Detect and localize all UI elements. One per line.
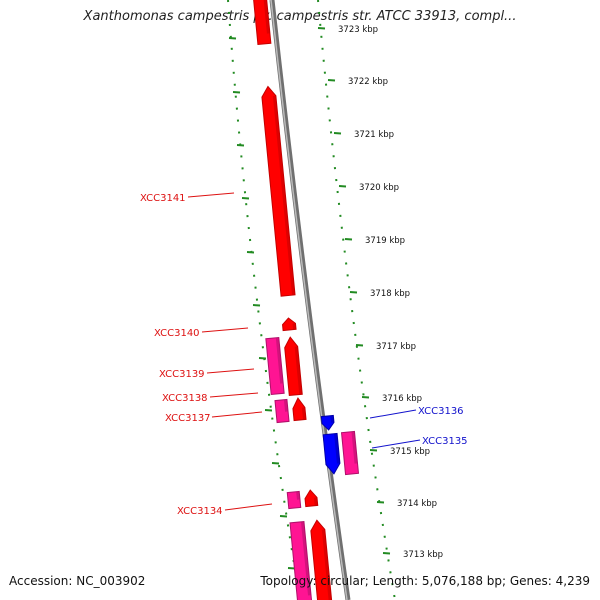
scale-tick-label: 3723 kbp (338, 25, 378, 35)
scale-tick (355, 344, 364, 347)
inner-ring-tick (287, 567, 296, 570)
inner-dotted-ring (227, 0, 301, 600)
cds-bottom-red (310, 519, 333, 600)
cds-xcc3140-shade (292, 323, 297, 330)
inner-ring-tick (279, 515, 288, 518)
inner-ring-tick (258, 357, 267, 360)
cds-xcc3134-pink-shade (296, 491, 300, 500)
inner-ring-tick (246, 251, 255, 254)
gene-leader-line (371, 439, 421, 449)
scale-tick-label: 3716 kbp (382, 394, 422, 404)
inner-ring-tick (241, 197, 250, 200)
cds-xcc3135-pink-shade (351, 431, 358, 464)
inner-ring-tick (228, 37, 237, 40)
scale-tick (333, 132, 342, 135)
cds-xcc3136 (320, 414, 335, 431)
gene-leader-line (209, 392, 259, 398)
gene-leader-line (201, 327, 249, 333)
cds-top-red (252, 0, 272, 46)
gene-label: XCC3134 (177, 506, 223, 517)
cds-xcc3139-pink-shade (275, 337, 284, 384)
gene-leader-line (206, 368, 255, 374)
gene-label: XCC3140 (154, 328, 200, 339)
scale-tick-label: 3721 kbp (354, 130, 394, 140)
scale-tick-label: 3717 kbp (376, 342, 416, 352)
scale-tick (376, 501, 385, 504)
scale-tick-label: 3714 kbp (397, 499, 437, 509)
scale-tick-label: 3720 kbp (359, 183, 399, 193)
gene-label: XCC3139 (159, 369, 205, 380)
inner-ring-tick (236, 144, 245, 147)
cds-xcc3139 (284, 336, 303, 397)
cds-xcc3134-shade (313, 497, 318, 506)
cds-bottom-pink-shade (300, 521, 312, 596)
label-layer: XCC3141 XCC3140 XCC3139 XCC3138 XCC3137 XCC31… (140, 192, 468, 517)
scale-tick (327, 79, 336, 82)
cds-xcc3136-shade (330, 415, 334, 423)
cds-xcc3141 (261, 85, 296, 297)
gene-leader-line (369, 409, 417, 419)
gene-leader-line (211, 411, 263, 418)
cds-xcc3134-pink (286, 490, 302, 510)
inner-ring-tick (232, 91, 241, 94)
cds-xcc3141-shade (272, 95, 296, 296)
backbone-highlight (270, 0, 348, 600)
gene-label: XCC3138 (162, 393, 208, 404)
cds-xcc3140 (282, 317, 297, 332)
map-title: Xanthomonas campestris pv. campestris st… (83, 9, 517, 24)
gene-label: XCC3136 (418, 406, 464, 417)
scale-tick-label: 3715 kbp (390, 447, 430, 457)
cds-xcc3135-shade (334, 433, 340, 464)
scale-tick (382, 552, 391, 555)
gene-label: XCC3137 (165, 413, 211, 424)
dotted-rings: 3723 kbp 3722 kbp 3721 kbp 3720 kbp 3719 kbp… (227, 0, 443, 600)
inner-ring-tick (271, 462, 280, 465)
scale-tick (338, 185, 347, 188)
cds-top-red-shade (263, 0, 270, 34)
gene-label: XCC3141 (140, 193, 186, 204)
outer-dotted-ring (317, 0, 396, 600)
cds-xcc3135-pink (340, 430, 360, 476)
cds-bottom-red-shade (321, 529, 333, 600)
feature-layer (252, 0, 360, 600)
inner-ring-tick (252, 304, 261, 307)
inner-ring-tick (264, 409, 273, 412)
cds-xcc3138 (274, 398, 290, 424)
cds-xcc3138-shade (283, 399, 289, 412)
scale-tick (361, 396, 370, 399)
cds-xcc3139-shade (294, 346, 303, 395)
scale-tick-label: 3722 kbp (348, 77, 388, 87)
cds-xcc3135 (322, 432, 341, 475)
scale-tick-label: 3713 kbp (403, 550, 443, 560)
backbone-layer (269, 0, 351, 600)
scale-tick (349, 291, 358, 294)
accession-label: Accession: NC_003902 (9, 574, 146, 588)
cds-bottom-pink (289, 520, 313, 600)
scale-tick-label: 3718 kbp (370, 289, 410, 299)
cds-xcc3137 (292, 397, 307, 422)
gene-label: XCC3135 (422, 436, 468, 447)
scale-tick (369, 449, 378, 452)
genome-summary: Topology: circular; Length: 5,076,188 bp… (260, 574, 590, 588)
gene-leader-line (187, 192, 235, 198)
scale-tick (344, 238, 353, 241)
cds-bottom-pink-shape (289, 520, 313, 600)
backbone-line (269, 0, 351, 600)
cds-xcc3134 (304, 489, 319, 508)
cds-xcc3137-shade (301, 407, 307, 420)
scale-tick-label: 3719 kbp (365, 236, 405, 246)
cds-xcc3139-pink (265, 336, 285, 396)
scale-tick (317, 27, 326, 30)
gene-leader-line (224, 503, 273, 511)
cds-bottom-red-shape (310, 519, 333, 600)
